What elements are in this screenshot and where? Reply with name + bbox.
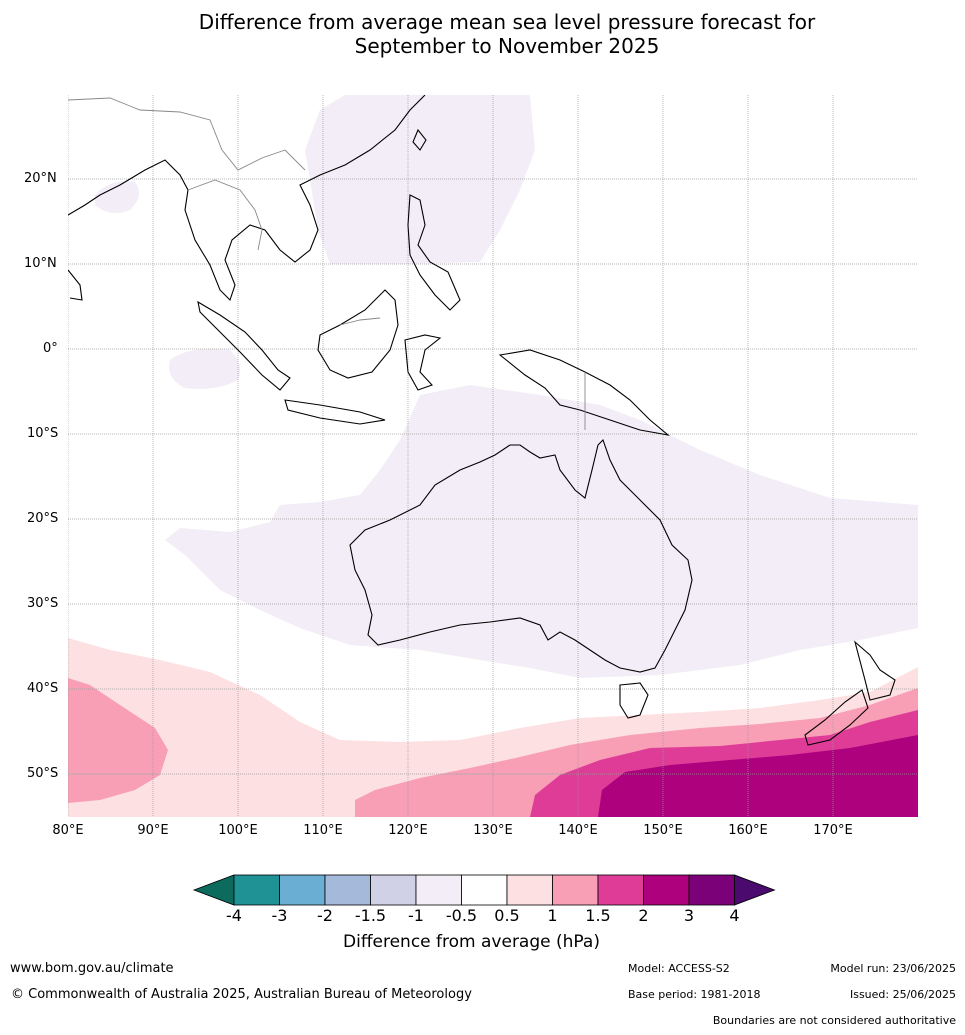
model-text: Model: ACCESS-S2	[628, 962, 730, 975]
india-coastline	[68, 269, 83, 301]
colorbar-tick: 0.5	[494, 906, 520, 925]
colorbar-title: Difference from average (hPa)	[343, 932, 600, 952]
base-period-text: Base period: 1981-2018	[628, 988, 761, 1001]
lat-label-20n: 20°N	[24, 171, 57, 186]
lat-label-10s: 10°S	[27, 426, 59, 441]
colorbar-tick: -2	[317, 906, 333, 925]
colorbar-tick: 1	[547, 906, 558, 925]
colorbar-tick: -0.5	[445, 906, 478, 925]
colorbar-swatch	[597, 874, 644, 906]
colorbar-tick: 3	[683, 906, 695, 925]
map-title: Difference from average mean sea level p…	[0, 10, 965, 58]
lat-label-10n: 10°N	[24, 256, 57, 271]
title-line-1: Difference from average mean sea level p…	[198, 10, 816, 34]
lat-label-50s: 50°S	[27, 766, 59, 781]
lat-label-20s: 20°S	[27, 511, 59, 526]
lon-label-80e: 80°E	[52, 823, 84, 838]
colorbar-swatch	[643, 874, 690, 906]
lon-label-130e: 130°E	[473, 823, 513, 838]
anomaly-region-minus-0.5-bay	[95, 181, 139, 214]
anomaly-region-minus-0.5-equator	[169, 348, 241, 389]
anomaly-region-minus-0.5-australia	[165, 385, 918, 678]
tasmania-coastline	[619, 682, 649, 719]
copyright-text: © Commonwealth of Australia 2025, Austra…	[11, 987, 472, 1002]
australia-coastline	[349, 438, 693, 673]
lon-label-100e: 100°E	[218, 823, 258, 838]
anomaly-region-minus-0.5-north	[305, 95, 535, 264]
map-plot-area	[68, 95, 918, 817]
lon-label-160e: 160°E	[728, 823, 768, 838]
lat-label-40s: 40°S	[27, 681, 59, 696]
colorbar-swatch	[688, 874, 735, 906]
graticule	[68, 95, 918, 817]
lon-label-170e: 170°E	[813, 823, 853, 838]
model-run-text: Model run: 23/06/2025	[830, 962, 956, 975]
colorbar-swatch	[279, 874, 326, 906]
colorbar-swatch	[552, 874, 599, 906]
colorbar-tick: -4	[226, 906, 242, 925]
country-borders	[68, 97, 586, 430]
lat-label-0: 0°	[43, 341, 58, 356]
new-zealand-north-coastline	[854, 640, 896, 701]
taiwan-coastline	[412, 128, 427, 151]
colorbar-swatch	[415, 874, 462, 906]
colorbar-extend-low	[192, 874, 235, 906]
lon-label-140e: 140°E	[558, 823, 598, 838]
anomaly-region-plus-1-west	[68, 678, 168, 803]
lon-label-90e: 90°E	[137, 823, 169, 838]
colorbar-extend-high	[734, 874, 776, 906]
anomaly-region-plus-2	[598, 735, 918, 817]
new-zealand-south-coastline	[804, 689, 869, 746]
new-guinea-coastline	[498, 349, 670, 436]
colorbar-tick: -1.5	[354, 906, 387, 925]
colorbar-swatches	[192, 874, 776, 906]
colorbar-tick: 2	[638, 906, 649, 925]
java-coastline	[284, 399, 386, 425]
sulawesi-coastline	[404, 334, 442, 391]
borneo-coastline	[317, 289, 399, 379]
lat-label-30s: 30°S	[27, 596, 59, 611]
colorbar-swatch	[324, 874, 371, 906]
colorbar-tick: 4	[729, 906, 740, 925]
sumatra-coastline	[197, 300, 291, 391]
colorbar-tick: -3	[271, 906, 288, 925]
colorbar-swatch	[506, 874, 553, 906]
lon-label-110e: 110°E	[303, 823, 343, 838]
colorbar-tick: -1	[408, 906, 424, 925]
colorbar-swatch	[233, 874, 280, 906]
website-link[interactable]: www.bom.gov.au/climate	[10, 961, 174, 976]
lon-label-150e: 150°E	[643, 823, 683, 838]
colorbar-swatch	[370, 874, 417, 906]
mainland-asia-coastline	[68, 95, 426, 302]
colorbar-tick: 1.5	[585, 906, 611, 925]
coastlines	[68, 95, 896, 746]
title-line-2: September to November 2025	[354, 34, 660, 58]
disclaimer-text: Boundaries are not considered authoritat…	[712, 1014, 956, 1027]
colorbar-swatch	[461, 874, 508, 906]
issued-text: Issued: 25/06/2025	[849, 988, 956, 1001]
lon-label-120e: 120°E	[388, 823, 428, 838]
philippines-coastline	[407, 194, 461, 311]
